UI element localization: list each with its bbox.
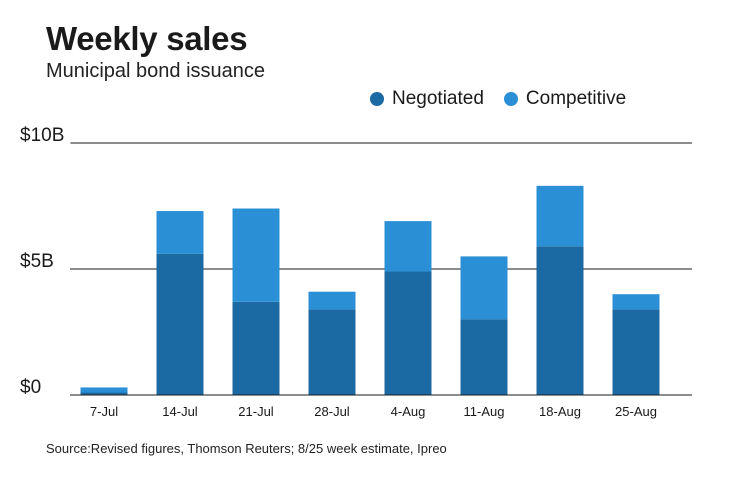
legend-swatch-competitive <box>503 92 518 106</box>
bar-negotiated-4-aug <box>384 271 432 395</box>
bar-competitive-28-jul <box>308 291 356 310</box>
x-tick-label: 11-Aug <box>464 404 505 419</box>
x-tick-label: 4-Aug <box>391 404 426 419</box>
tick-label-bg <box>18 125 71 146</box>
legend-label-negotiated: Negotiated <box>392 88 484 109</box>
bar-competitive-21-jul <box>232 208 280 302</box>
y-tick-label: $10B <box>20 125 64 146</box>
x-tick-label: 18-Aug <box>539 404 581 419</box>
legend-label-competitive: Competitive <box>525 88 627 109</box>
source-note: Source:Revised figures, Thomson Reuters;… <box>46 441 447 456</box>
bar-competitive-7-jul <box>80 387 128 393</box>
bar-negotiated-11-aug <box>460 319 508 395</box>
bar-negotiated-14-jul <box>156 253 204 395</box>
bar-negotiated-7-jul <box>80 392 128 395</box>
tick-label-bg <box>18 377 48 398</box>
bar-competitive-11-aug <box>460 256 508 320</box>
x-tick-label: 28-Jul <box>314 404 350 419</box>
legend-swatch-negotiated <box>370 92 384 106</box>
x-tick-label: 7-Jul <box>90 404 118 419</box>
bar-negotiated-18-aug <box>536 246 584 395</box>
y-tick-label: $5B <box>20 251 54 272</box>
bar-negotiated-21-jul <box>232 301 280 395</box>
bar-competitive-14-jul <box>156 211 204 254</box>
tick-label-bg <box>18 251 60 272</box>
legend-item-competitive: Competitive <box>503 88 627 110</box>
bar-negotiated-25-aug <box>612 309 660 395</box>
bar-competitive-4-aug <box>384 221 432 272</box>
x-tick-label: 21-Jul <box>238 404 274 419</box>
x-tick-label: 25-Aug <box>615 404 657 419</box>
chart-subtitle: Municipal bond issuance <box>46 60 266 82</box>
bar-competitive-18-aug <box>536 185 584 247</box>
y-tick-label: $0 <box>20 377 41 398</box>
legend: Negotiated Competitive <box>370 88 626 110</box>
bar-competitive-25-aug <box>612 294 660 310</box>
chart-title: Weekly sales <box>46 20 248 57</box>
bar-negotiated-28-jul <box>308 309 356 395</box>
legend-item-negotiated: Negotiated <box>370 88 484 110</box>
x-tick-label: 14-Jul <box>162 404 198 419</box>
